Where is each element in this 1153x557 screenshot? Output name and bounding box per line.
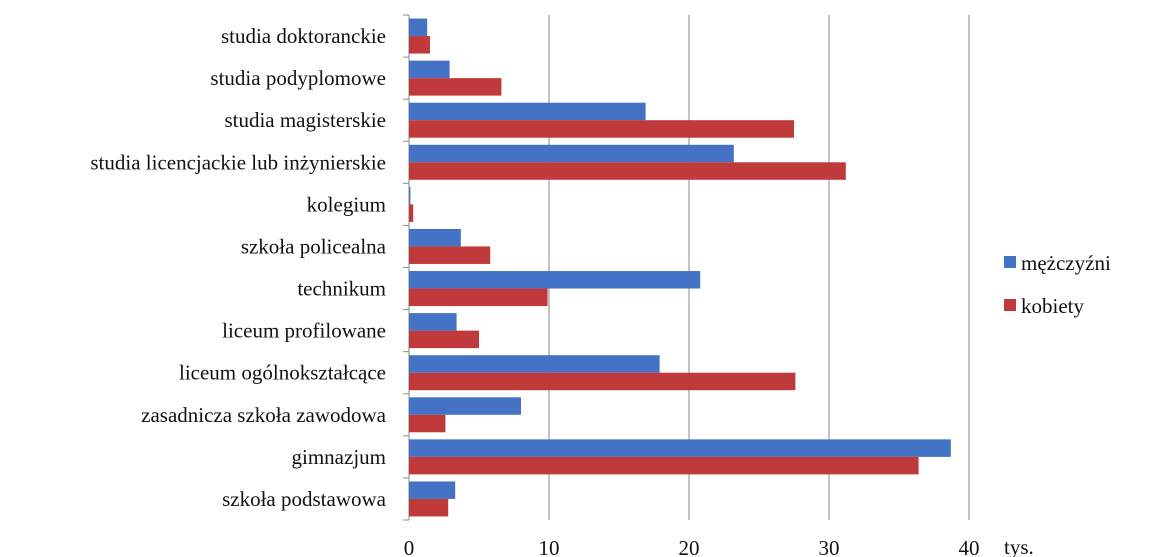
bar-men bbox=[409, 481, 456, 499]
bar-women bbox=[409, 414, 446, 433]
legend-swatch bbox=[1004, 299, 1016, 311]
x-unit-label: tys. bbox=[1004, 535, 1034, 557]
bar-women bbox=[409, 456, 919, 475]
category-label: szkoła policealna bbox=[241, 234, 387, 258]
bar-women bbox=[409, 246, 491, 264]
x-tick-label: 40 bbox=[959, 536, 980, 557]
bar-women bbox=[409, 36, 430, 54]
bar-men bbox=[409, 355, 660, 373]
bar-women bbox=[409, 498, 449, 517]
category-label: liceum profilowane bbox=[222, 319, 386, 343]
category-label: kolegium bbox=[307, 192, 386, 216]
bar-men bbox=[409, 397, 521, 415]
category-label: studia licencjackie lub inżynierskie bbox=[90, 150, 386, 174]
x-tick-label: 30 bbox=[819, 536, 840, 557]
bar-men bbox=[409, 228, 461, 247]
bar-women bbox=[409, 288, 548, 307]
legend-label: kobiety bbox=[1021, 294, 1084, 318]
category-label: szkoła podstawowa bbox=[222, 487, 387, 511]
bar-women bbox=[409, 162, 846, 180]
legend-label: mężczyźni bbox=[1021, 251, 1111, 275]
bar-women bbox=[409, 204, 414, 222]
bar-men bbox=[409, 313, 457, 331]
category-label: zasadnicza szkoła zawodowa bbox=[141, 403, 387, 427]
x-tick-label: 20 bbox=[679, 536, 700, 557]
bar-women bbox=[409, 78, 502, 96]
bar-women bbox=[409, 330, 479, 349]
bar-men bbox=[409, 102, 646, 121]
category-label: gimnazjum bbox=[292, 445, 386, 469]
bar-men bbox=[409, 439, 951, 457]
category-label: technikum bbox=[297, 277, 386, 301]
category-label: studia magisterskie bbox=[224, 108, 386, 132]
bar-men bbox=[409, 186, 411, 205]
x-tick-label: 0 bbox=[404, 536, 415, 557]
bar-women bbox=[409, 372, 796, 391]
bar-men bbox=[409, 144, 734, 163]
category-label: liceum ogólnokształcące bbox=[179, 361, 386, 385]
category-label: studia podyplomowe bbox=[210, 66, 386, 90]
category-label: studia doktoranckie bbox=[221, 24, 386, 48]
bar-men bbox=[409, 18, 428, 37]
bar-men bbox=[409, 271, 701, 289]
bar-women bbox=[409, 120, 794, 138]
bar-men bbox=[409, 60, 450, 79]
legend-swatch bbox=[1004, 256, 1016, 268]
x-tick-label: 10 bbox=[539, 536, 560, 557]
